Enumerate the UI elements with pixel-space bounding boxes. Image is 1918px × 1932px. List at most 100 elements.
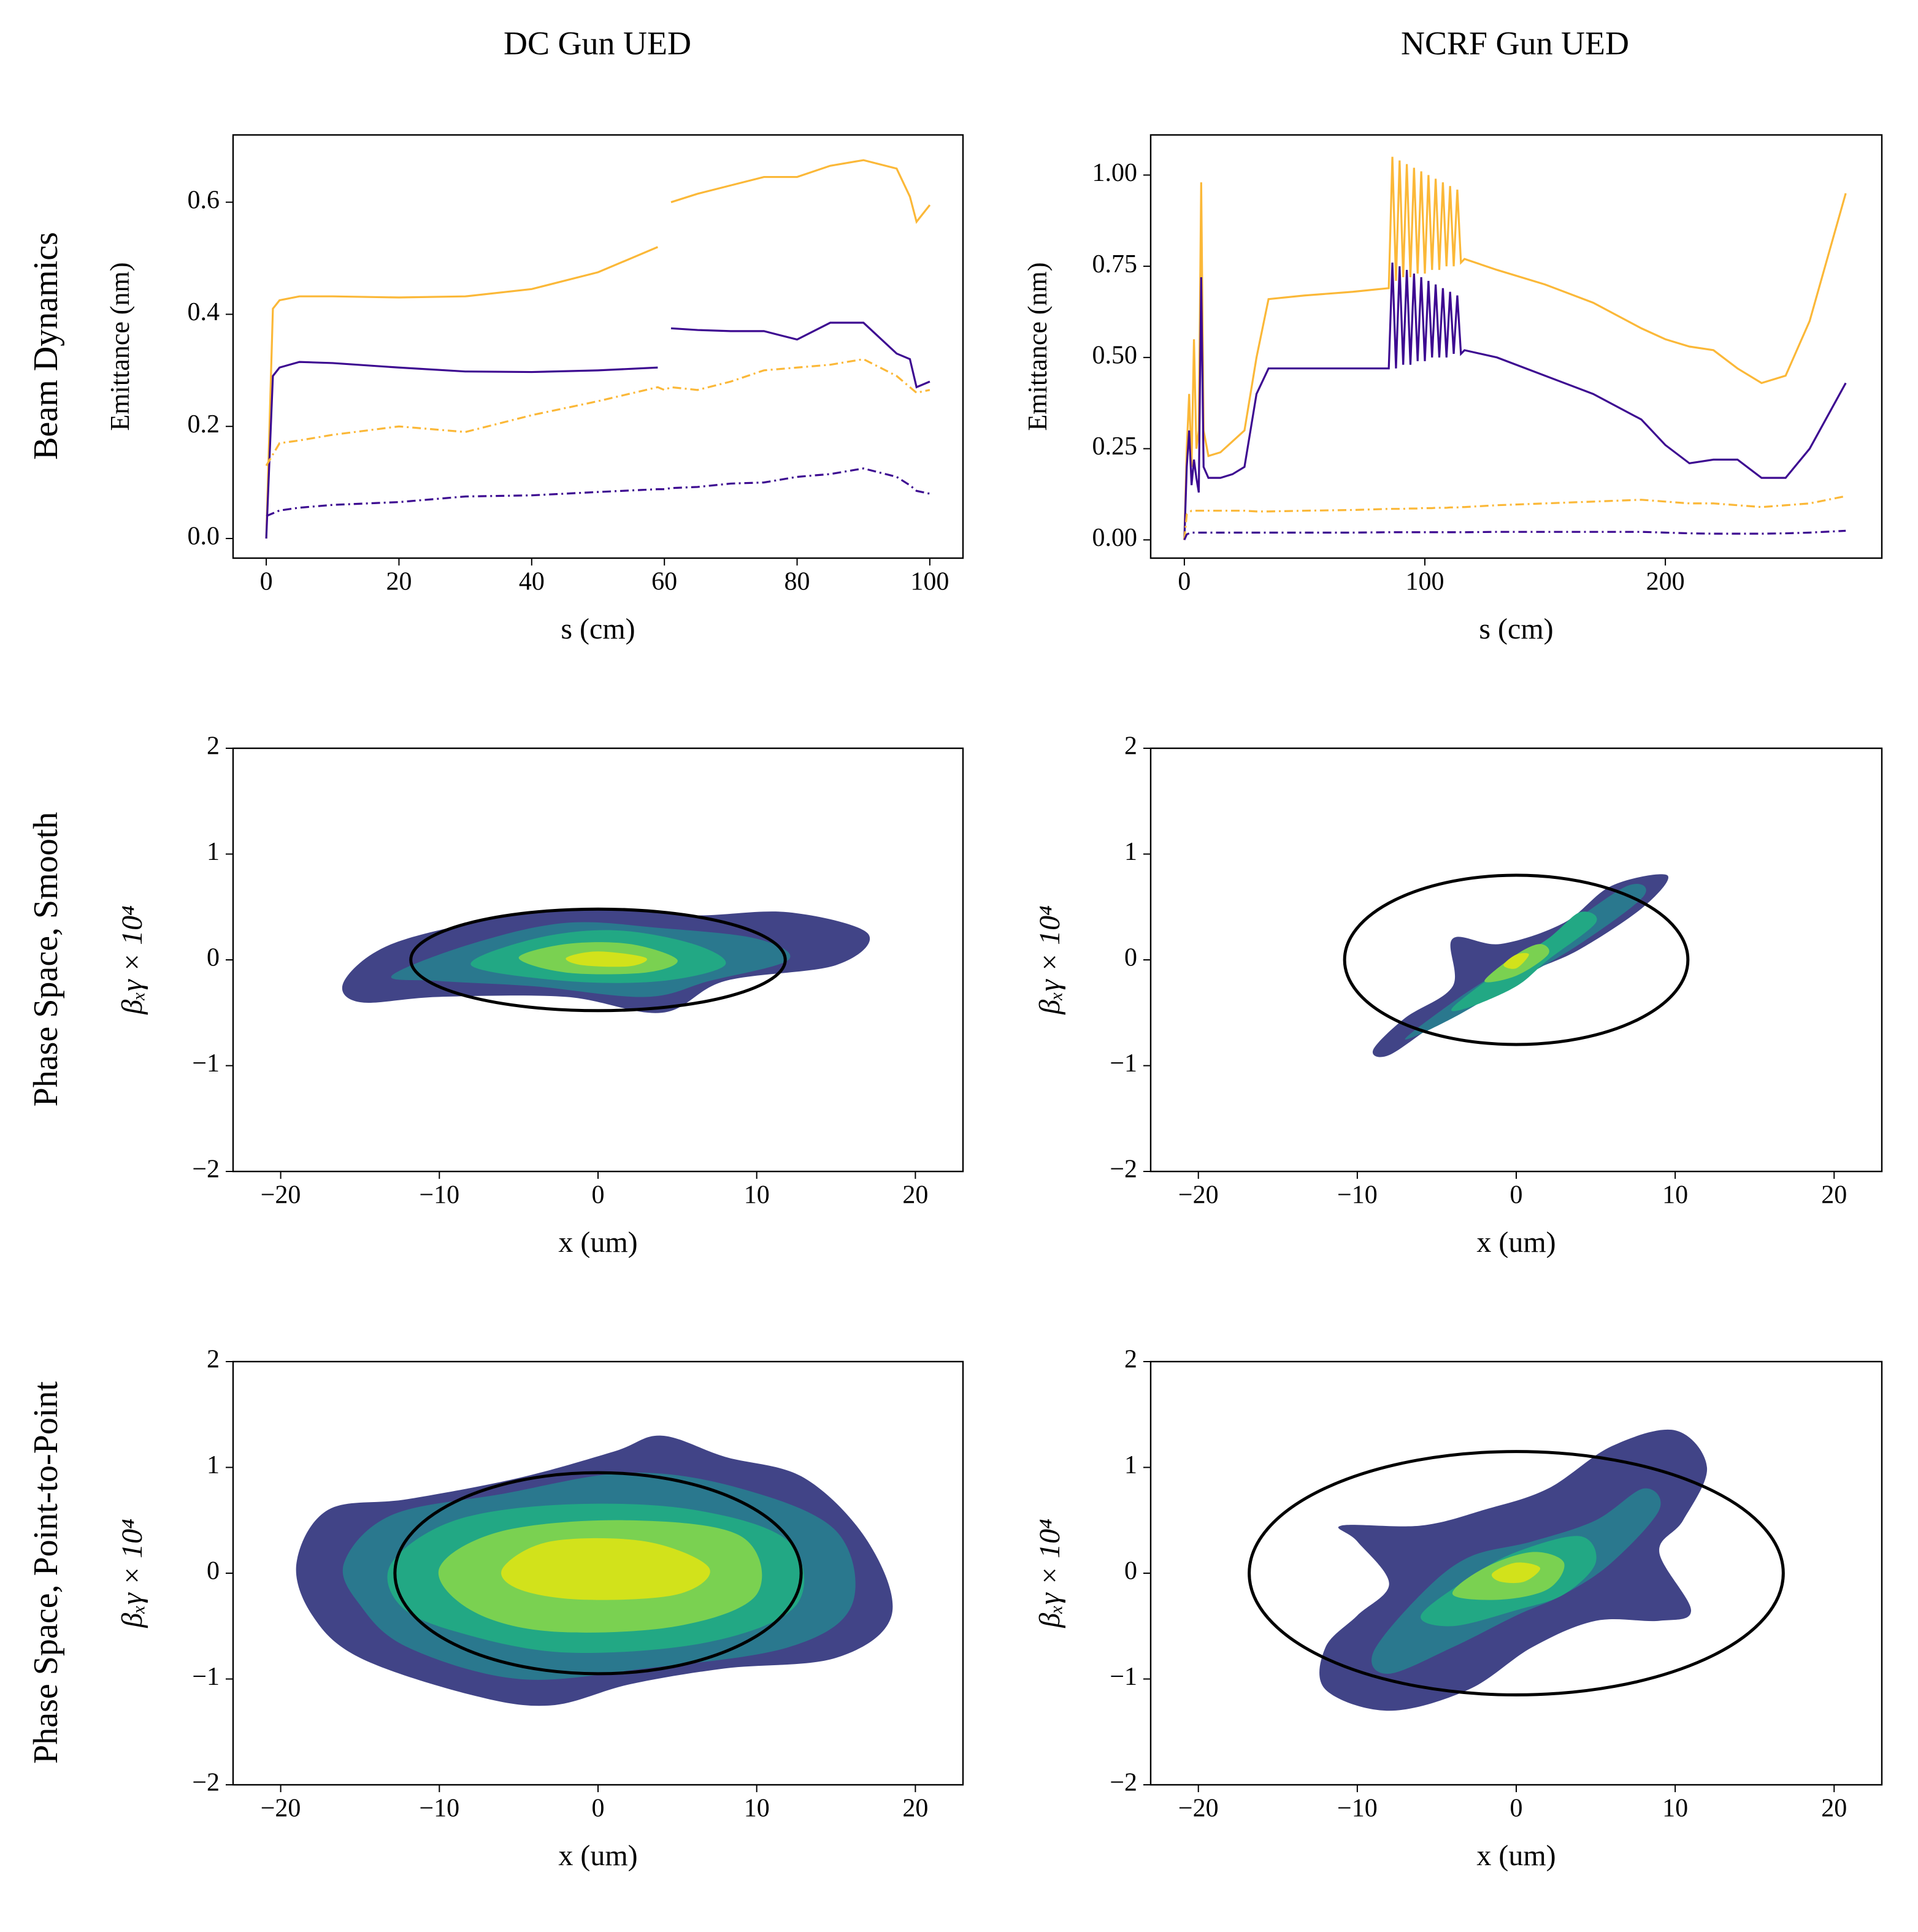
- y-axis-label: βₓγ × 10⁴: [1034, 1519, 1066, 1628]
- plot-area: [296, 1435, 893, 1706]
- x-tick-label: 80: [784, 568, 810, 596]
- y-tick-label: 0.50: [1092, 341, 1138, 369]
- contour-level: [1491, 1562, 1541, 1584]
- y-axis-label: Emittance (nm): [1022, 263, 1053, 431]
- x-axis-label: s (cm): [1479, 613, 1553, 645]
- series-line: [266, 467, 930, 517]
- x-tick-label: −10: [1337, 1795, 1378, 1823]
- series-line: [1183, 263, 1847, 540]
- y-tick-label: 0: [207, 944, 220, 972]
- y-tick-label: 1: [207, 838, 220, 866]
- ellipse: [409, 907, 787, 1013]
- y-tick-label: −2: [192, 1769, 220, 1797]
- contour-level: [566, 951, 647, 967]
- x-tick-label: 100: [1406, 568, 1444, 596]
- y-tick-label: 0: [1124, 1557, 1137, 1585]
- x-tick-label: 0: [1510, 1795, 1523, 1823]
- plot-area: [1343, 873, 1690, 1057]
- y-tick-label: 0.25: [1092, 432, 1138, 461]
- x-tick-label: 20: [1821, 1795, 1847, 1823]
- x-tick-label: 200: [1646, 568, 1685, 596]
- axes-frame: [1149, 134, 1883, 559]
- series-line: [265, 358, 930, 467]
- x-tick-label: −20: [1178, 1795, 1219, 1823]
- plot-area: [1248, 1429, 1785, 1711]
- x-tick-label: 20: [1821, 1181, 1847, 1209]
- contour-level: [501, 1538, 710, 1600]
- y-axis-label: βₓγ × 10⁴: [116, 1519, 148, 1628]
- row-label: Phase Space, Smooth: [27, 812, 65, 1107]
- y-tick-label: 1: [207, 1451, 220, 1479]
- x-axis-label: x (um): [1476, 1226, 1555, 1259]
- x-tick-label: 0: [592, 1795, 605, 1823]
- x-tick-label: 10: [744, 1181, 770, 1209]
- y-axis-label: βₓγ × 10⁴: [116, 905, 148, 1015]
- y-tick-label: 0: [1124, 944, 1137, 972]
- y-tick-label: 0.75: [1092, 250, 1138, 278]
- row-label: Phase Space, Point-to-Point: [27, 1381, 65, 1764]
- x-tick-label: −10: [419, 1181, 459, 1209]
- y-tick-label: −1: [192, 1663, 220, 1691]
- y-axis-label: βₓγ × 10⁴: [1034, 905, 1066, 1015]
- x-tick-label: 10: [1662, 1181, 1688, 1209]
- x-tick-label: 0: [260, 568, 273, 596]
- y-tick-label: 0.2: [188, 410, 220, 439]
- x-tick-label: 20: [902, 1181, 928, 1209]
- series-line: [265, 321, 930, 539]
- x-tick-label: 10: [1662, 1795, 1688, 1823]
- series-line: [1183, 495, 1846, 540]
- x-axis-label: s (cm): [561, 613, 635, 645]
- y-tick-label: 0.4: [188, 298, 220, 326]
- y-tick-label: −2: [1110, 1769, 1137, 1797]
- x-tick-label: −10: [1337, 1181, 1378, 1209]
- y-tick-label: −1: [1110, 1663, 1137, 1691]
- y-tick-label: 0.0: [188, 523, 220, 551]
- plot-area: [1183, 156, 1847, 540]
- y-tick-label: −2: [1110, 1156, 1137, 1184]
- x-tick-label: −20: [1178, 1181, 1219, 1209]
- series-line: [265, 159, 931, 539]
- y-tick-label: 1.00: [1092, 159, 1138, 187]
- series-line: [1183, 529, 1846, 540]
- ellipse: [393, 1471, 803, 1676]
- y-tick-label: 1: [1124, 838, 1137, 866]
- y-tick-label: 2: [1124, 732, 1137, 761]
- contour-level: [1503, 953, 1529, 969]
- y-tick-label: 2: [207, 732, 220, 761]
- y-tick-label: 2: [1124, 1346, 1137, 1374]
- x-axis-label: x (um): [1476, 1839, 1555, 1872]
- y-tick-label: 1: [1124, 1451, 1137, 1479]
- x-tick-label: −10: [419, 1795, 459, 1823]
- y-axis-label: Emittance (nm): [105, 263, 135, 431]
- column-title: NCRF Gun UED: [1401, 25, 1629, 61]
- x-tick-label: 10: [744, 1795, 770, 1823]
- x-axis-label: x (um): [558, 1839, 637, 1872]
- y-tick-label: 0: [207, 1557, 220, 1585]
- row-label: Beam Dynamics: [27, 232, 65, 460]
- ellipse: [1248, 1450, 1785, 1696]
- x-tick-label: 0: [1510, 1181, 1523, 1209]
- column-title: DC Gun UED: [504, 25, 691, 61]
- x-tick-label: 40: [519, 568, 545, 596]
- x-tick-label: 0: [1178, 568, 1191, 596]
- x-tick-label: 20: [902, 1795, 928, 1823]
- x-tick-label: 60: [651, 568, 677, 596]
- x-tick-label: −20: [261, 1181, 301, 1209]
- y-tick-label: 0.00: [1092, 524, 1138, 552]
- x-tick-label: −20: [261, 1795, 301, 1823]
- y-tick-label: −1: [192, 1049, 220, 1078]
- x-tick-label: 20: [386, 568, 412, 596]
- x-tick-label: 0: [592, 1181, 605, 1209]
- x-tick-label: 100: [910, 568, 949, 596]
- ellipse: [1343, 873, 1690, 1046]
- plot-area: [342, 907, 870, 1013]
- y-tick-label: −2: [192, 1156, 220, 1184]
- x-axis-label: x (um): [558, 1226, 637, 1259]
- y-tick-label: 2: [207, 1346, 220, 1374]
- y-tick-label: −1: [1110, 1049, 1137, 1078]
- series-line: [1183, 156, 1847, 540]
- y-tick-label: 0.6: [188, 186, 220, 214]
- axes-frame: [232, 134, 964, 559]
